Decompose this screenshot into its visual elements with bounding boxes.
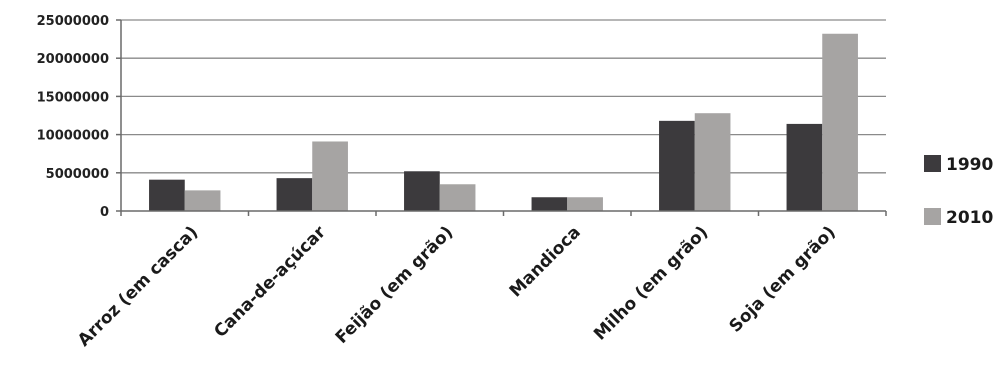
bar-2010-5 — [822, 33, 858, 211]
bars — [149, 33, 858, 211]
category-label: Mandioca — [506, 222, 585, 301]
category-label: Arroz (em casca) — [74, 222, 202, 350]
y-tick-label: 0 — [100, 205, 109, 220]
bar-2010-2 — [439, 184, 476, 211]
gridlines — [121, 19, 886, 174]
category-label: Milho (em grão) — [590, 222, 712, 344]
y-tick-label: 20000000 — [37, 52, 109, 67]
category-label: Cana-de-açúcar — [210, 222, 330, 342]
y-tick-label: 15000000 — [37, 90, 109, 105]
legend-swatch-1990 — [924, 155, 941, 172]
bar-2010-0 — [184, 190, 221, 211]
category-label: Feijão (em grão) — [332, 222, 458, 348]
category-label: Soja (em grão) — [726, 222, 840, 336]
bar-2010-1 — [312, 141, 348, 211]
bar-1990-1 — [276, 178, 313, 211]
legend-label-2010: 2010 — [946, 208, 993, 228]
legend: 1990 2010 — [924, 155, 993, 228]
legend-swatch-2010 — [924, 208, 941, 225]
bar-1990-4 — [659, 120, 695, 211]
bar-1990-5 — [786, 123, 823, 211]
bar-1990-0 — [149, 179, 185, 211]
bar-2010-3 — [567, 197, 603, 211]
legend-label-1990: 1990 — [946, 155, 993, 175]
bar-2010-4 — [694, 113, 731, 211]
bar-1990-3 — [531, 197, 568, 211]
y-tick-label: 10000000 — [37, 129, 109, 144]
category-labels: Arroz (em casca) Cana-de-açúcar Feijão (em… — [74, 211, 887, 351]
y-tick-label: 5000000 — [46, 167, 109, 182]
bar-1990-2 — [404, 171, 440, 211]
y-axis-ticks: 0 5000000 10000000 15000000 20000000 25000000 — [37, 14, 121, 220]
y-tick-label: 25000000 — [37, 14, 109, 29]
